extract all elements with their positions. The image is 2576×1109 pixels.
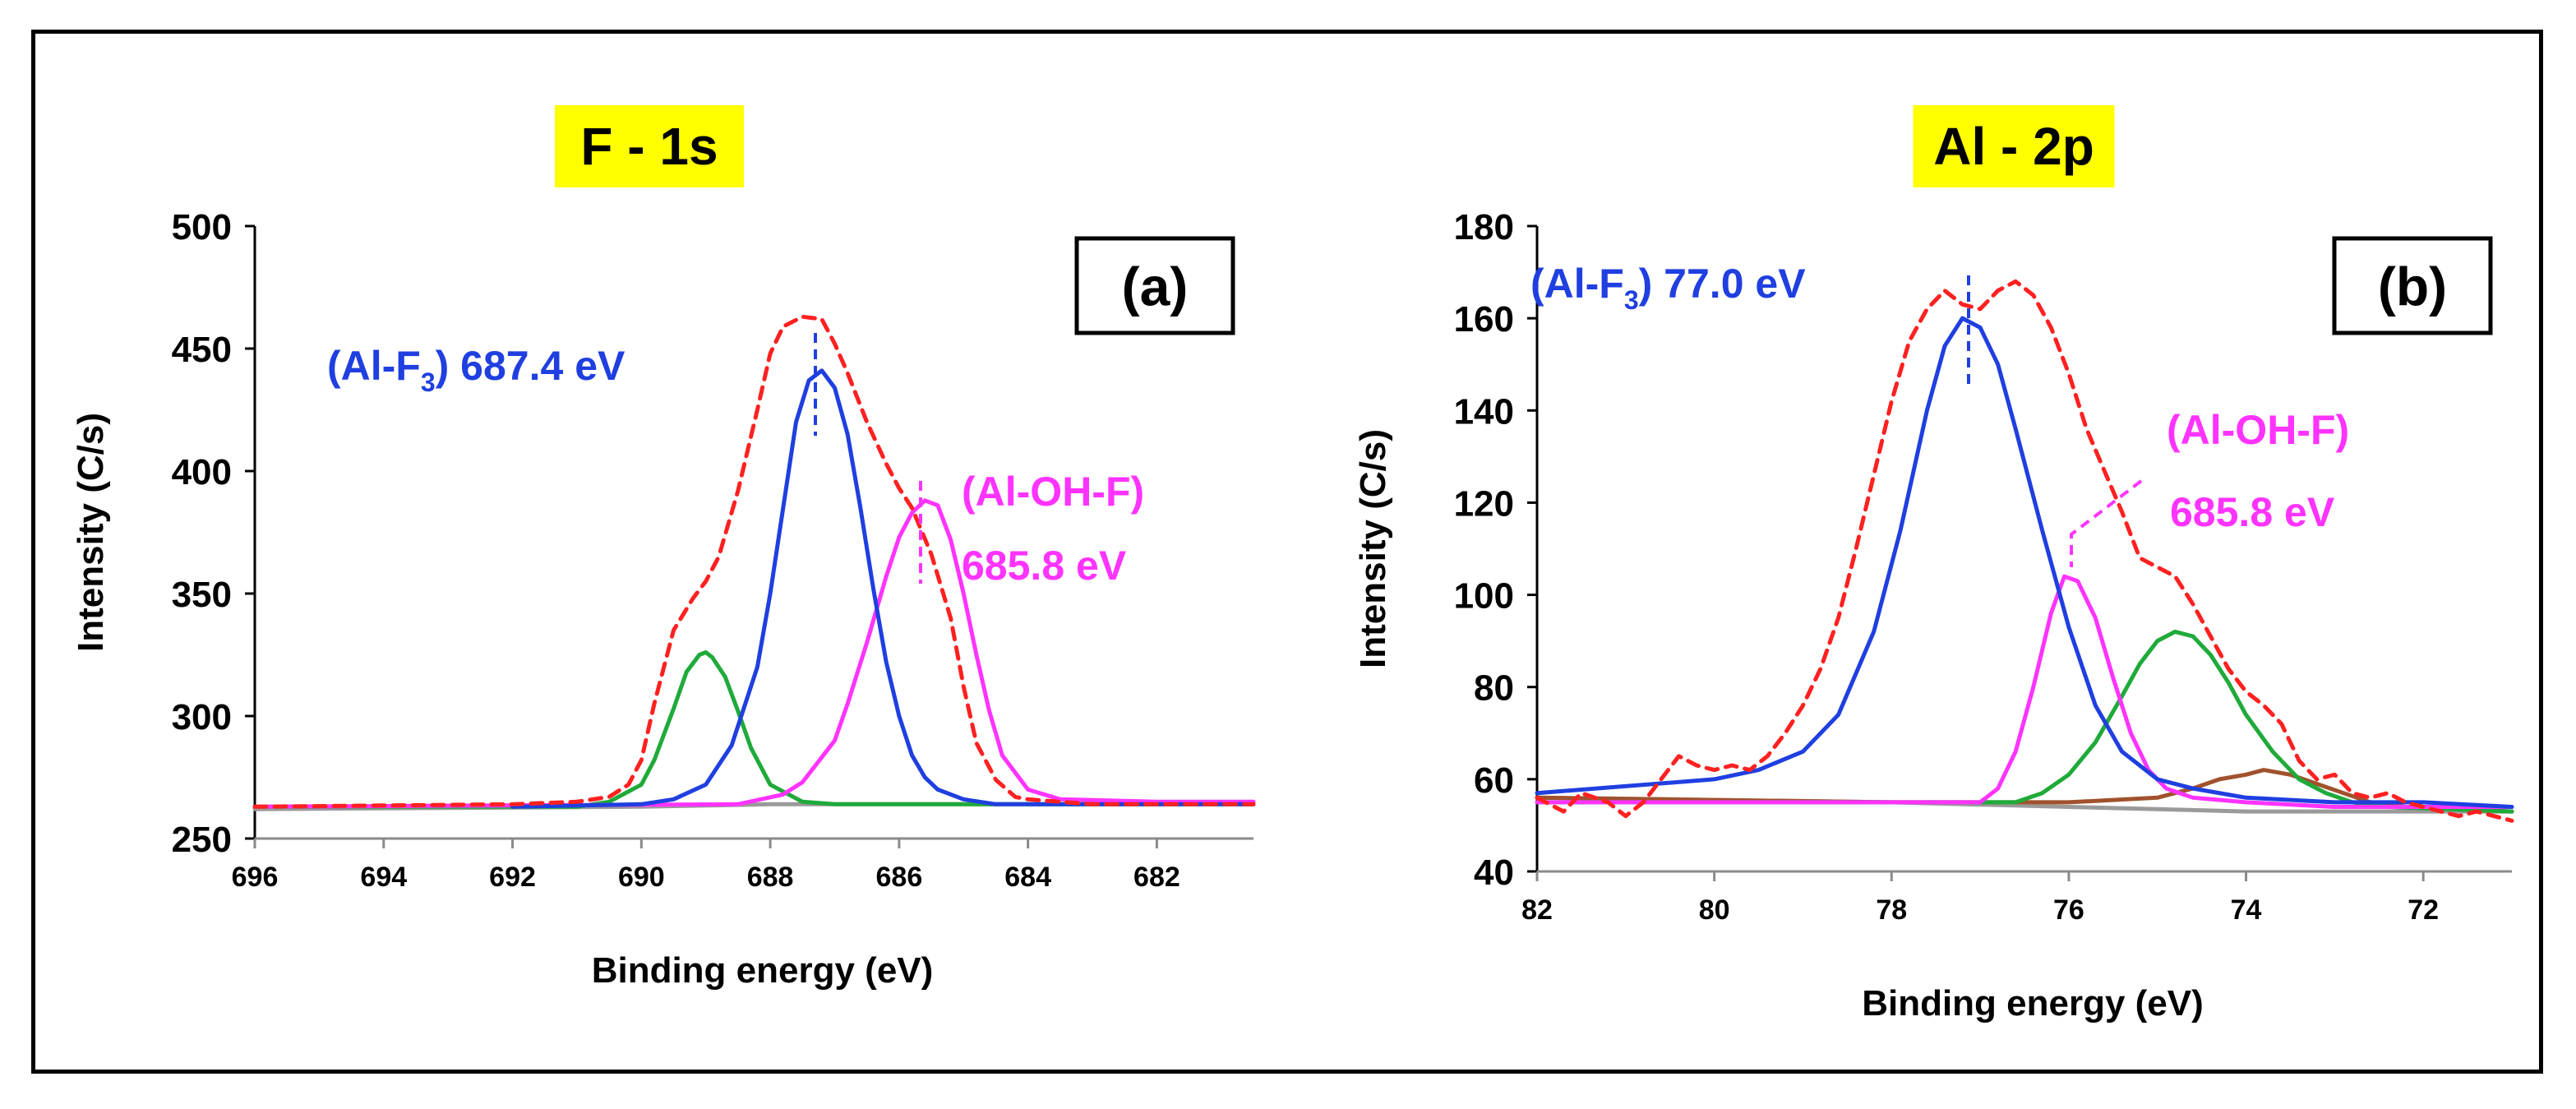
al-oh-f-annotation-line2: 685.8 eV bbox=[2170, 489, 2335, 535]
x-tick-label: 692 bbox=[489, 862, 536, 893]
x-tick-label: 694 bbox=[360, 862, 407, 893]
chart-panel-b: 40 60 80 100 120 140 160 180 82 80 78 76 74 72 Binding… bbox=[1353, 105, 2514, 1024]
y-tick-label: 120 bbox=[1454, 483, 1514, 524]
y-tick-label: 180 bbox=[1454, 207, 1514, 247]
y-tick-label: 60 bbox=[1474, 760, 1514, 801]
y-tick-label: 140 bbox=[1454, 391, 1514, 432]
chart-title-highlight bbox=[555, 105, 744, 187]
x-tick-label: 74 bbox=[2231, 894, 2262, 926]
al-f3-annotation: (Al-F3) 687.4 eV bbox=[327, 343, 626, 397]
y-tick-label: 100 bbox=[1454, 576, 1514, 617]
peak-marker-line bbox=[2070, 479, 2143, 567]
chart-title-highlight bbox=[1913, 105, 2115, 187]
series-line-al-f3-77-0-ev bbox=[1535, 316, 2514, 809]
x-tick-label: 688 bbox=[747, 862, 794, 893]
x-axis-label: Binding energy (eV) bbox=[592, 950, 934, 991]
y-tick-label: 80 bbox=[1474, 668, 1514, 709]
y-tick-label: 40 bbox=[1474, 853, 1514, 893]
series-line-component-689-0-ev bbox=[252, 650, 1256, 809]
al-oh-f-annotation-line1: (Al-OH-F) bbox=[962, 469, 1144, 515]
x-tick-label: 80 bbox=[1699, 894, 1730, 926]
chart-title: F - 1s bbox=[580, 117, 718, 176]
panel-label-box bbox=[2332, 236, 2493, 335]
y-tick-label: 300 bbox=[172, 697, 232, 737]
x-tick-label: 78 bbox=[1876, 894, 1907, 926]
x-tick-label: 696 bbox=[232, 862, 279, 893]
x-tick-label: 690 bbox=[618, 862, 665, 893]
y-tick-label: 500 bbox=[172, 207, 232, 247]
panel-label: (a) bbox=[1122, 256, 1189, 317]
x-tick-label: 72 bbox=[2407, 894, 2439, 926]
series-line-al-oh-f-685-8-ev bbox=[252, 498, 1256, 809]
x-tick-label: 686 bbox=[876, 862, 923, 893]
y-tick-label: 400 bbox=[172, 452, 232, 492]
series-line-component-74-9-ev bbox=[1535, 629, 2514, 814]
panel-label: (b) bbox=[2378, 256, 2447, 317]
y-axis-label: Intensity (C/s) bbox=[71, 413, 111, 652]
series-line-envelope-measured- bbox=[1535, 279, 2514, 823]
series-line-al-oh-f bbox=[1535, 574, 2514, 809]
al-oh-f-annotation-line1: (Al-OH-F) bbox=[2167, 407, 2349, 453]
x-axis-label: Binding energy (eV) bbox=[1862, 983, 2204, 1024]
panel-label-box bbox=[1074, 236, 1235, 335]
y-tick-label: 350 bbox=[172, 575, 232, 615]
x-tick-label: 684 bbox=[1004, 862, 1051, 893]
x-tick-label: 76 bbox=[2053, 894, 2084, 926]
y-tick-label: 450 bbox=[172, 330, 232, 370]
y-tick-label: 160 bbox=[1454, 299, 1514, 340]
x-tick-label: 682 bbox=[1133, 862, 1180, 893]
chart-panel-a: 250 300 350 400 450 500 696 694 692 690 688 686 684 6… bbox=[71, 105, 1256, 991]
al-f3-annotation: (Al-F3) 77.0 eV bbox=[1530, 261, 1806, 315]
al-oh-f-annotation-line2: 685.8 eV bbox=[962, 543, 1127, 589]
series-line-al-f3-687-4-ev bbox=[510, 368, 1256, 809]
series-line-envelope-measured- bbox=[252, 314, 1256, 809]
y-tick-label: 250 bbox=[172, 820, 232, 860]
x-tick-label: 82 bbox=[1521, 894, 1553, 926]
chart-title: Al - 2p bbox=[1933, 117, 2094, 176]
y-axis-label: Intensity (C/s) bbox=[1353, 429, 1393, 668]
